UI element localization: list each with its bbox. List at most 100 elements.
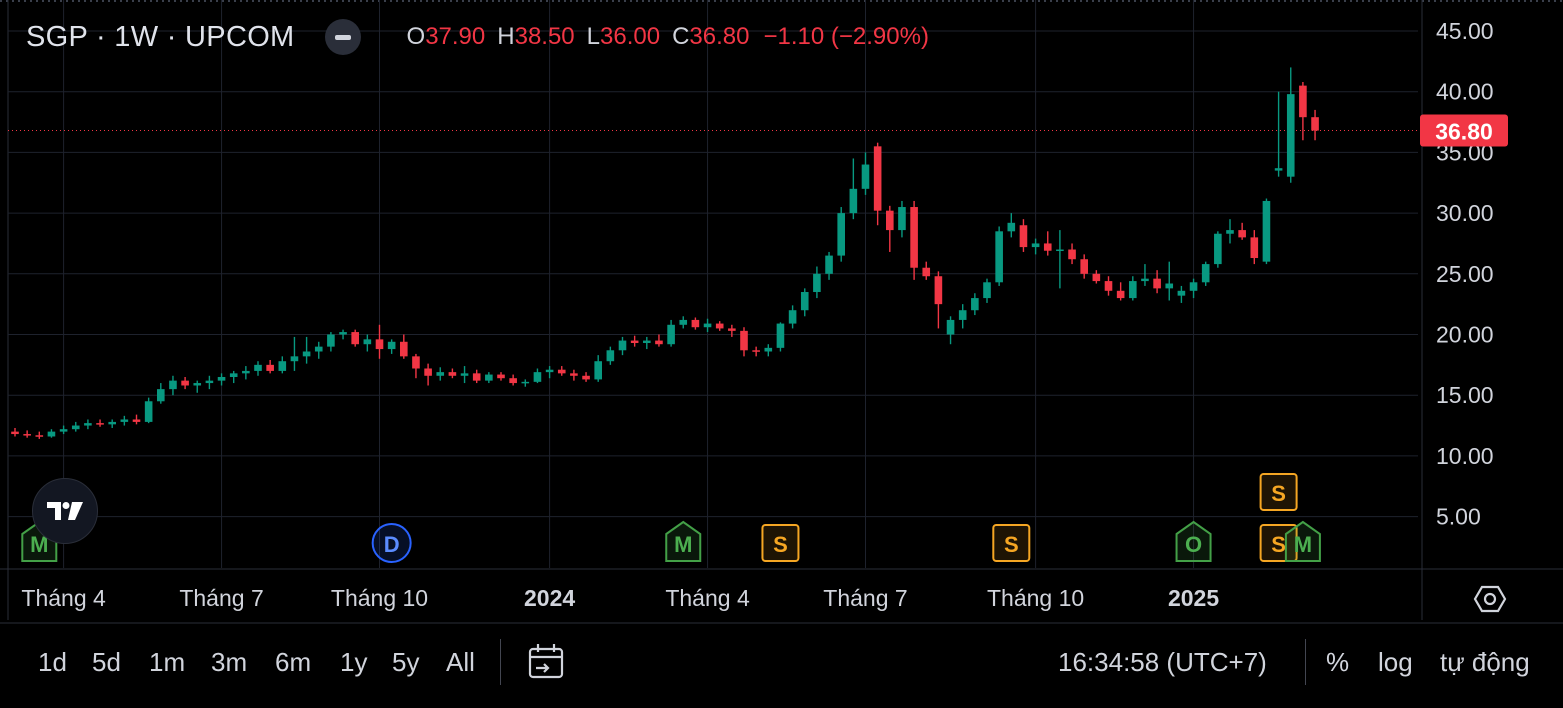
candle[interactable] (582, 372, 590, 382)
candle[interactable] (363, 334, 372, 352)
candle[interactable] (533, 368, 542, 384)
timeframe-1m[interactable]: 1m (149, 647, 186, 677)
candle[interactable] (71, 421, 80, 432)
candle[interactable] (400, 334, 408, 359)
timeframe-all[interactable]: All (446, 647, 475, 677)
candle[interactable] (667, 319, 675, 347)
candle[interactable] (290, 336, 299, 371)
candle[interactable] (1214, 231, 1222, 268)
candle[interactable] (606, 346, 615, 365)
candle[interactable] (1238, 222, 1246, 240)
candle[interactable] (1104, 276, 1113, 296)
event-marker[interactable]: D (371, 523, 412, 563)
candle[interactable] (1311, 109, 1319, 141)
candle[interactable] (314, 341, 323, 359)
candle[interactable] (703, 318, 712, 333)
candle[interactable] (861, 152, 870, 195)
candle[interactable] (108, 419, 116, 428)
candle[interactable] (84, 419, 92, 430)
candle[interactable] (509, 374, 517, 386)
event-marker[interactable]: S (1259, 473, 1298, 511)
candle[interactable] (873, 142, 882, 226)
candle[interactable] (886, 205, 894, 252)
candle[interactable] (1092, 270, 1101, 284)
event-marker[interactable]: S (761, 524, 800, 562)
candle[interactable] (327, 332, 335, 352)
candle[interactable] (278, 356, 287, 374)
candle[interactable] (120, 415, 129, 426)
candle[interactable] (424, 363, 432, 386)
candle[interactable] (922, 261, 931, 280)
candle[interactable] (375, 324, 384, 359)
candle[interactable] (1177, 285, 1186, 303)
candle[interactable] (1189, 278, 1198, 299)
candle[interactable] (752, 346, 760, 357)
candle[interactable] (1201, 261, 1210, 286)
symbol-title[interactable]: SGP · 1W · UPCOM (26, 20, 295, 53)
candle[interactable] (1080, 254, 1088, 279)
candle[interactable] (1031, 238, 1040, 255)
event-marker[interactable]: M (1284, 520, 1321, 562)
candle[interactable] (485, 372, 493, 384)
candle[interactable] (728, 324, 736, 337)
candle[interactable] (1250, 230, 1259, 265)
candle[interactable] (679, 316, 688, 329)
event-marker[interactable]: S (992, 524, 1031, 562)
candle[interactable] (169, 375, 177, 396)
candle[interactable] (47, 429, 56, 438)
candle[interactable] (96, 419, 104, 427)
candle[interactable] (1262, 198, 1271, 265)
candle[interactable] (1043, 231, 1052, 256)
candle[interactable] (618, 336, 627, 356)
candle[interactable] (788, 305, 797, 329)
collapse-legend-button[interactable] (324, 19, 361, 55)
candle[interactable] (813, 266, 821, 299)
candle[interactable] (497, 372, 505, 381)
candle[interactable] (266, 359, 274, 374)
settings-hexagon-icon[interactable] (1473, 583, 1507, 615)
candle[interactable] (132, 414, 141, 425)
candle[interactable] (1165, 261, 1174, 301)
candle[interactable] (740, 327, 748, 357)
candle[interactable] (1299, 81, 1307, 141)
candle[interactable] (472, 369, 481, 384)
candle[interactable] (351, 329, 359, 347)
candle[interactable] (1068, 243, 1076, 265)
candle[interactable] (995, 226, 1003, 286)
candle[interactable] (825, 251, 833, 280)
calendar-goto-icon[interactable] (526, 641, 566, 681)
candle[interactable] (448, 368, 457, 379)
clock-timezone[interactable]: 16:34:58 (UTC+7) (1058, 647, 1267, 677)
candle[interactable] (205, 375, 214, 390)
auto-scale-button[interactable]: tự động (1440, 647, 1530, 677)
tradingview-logo-icon[interactable] (32, 478, 98, 544)
candle[interactable] (23, 430, 31, 438)
candle[interactable] (412, 353, 420, 379)
candle[interactable] (1019, 219, 1028, 252)
timeframe-5d[interactable]: 5d (92, 647, 121, 677)
event-marker[interactable]: M (665, 520, 702, 562)
candle[interactable] (776, 322, 785, 352)
candle[interactable] (691, 317, 700, 330)
candle[interactable] (983, 278, 991, 303)
candle[interactable] (436, 367, 445, 381)
candle[interactable] (643, 336, 651, 350)
candle[interactable] (630, 335, 639, 347)
candle[interactable] (800, 288, 809, 317)
percent-scale-button[interactable]: % (1326, 647, 1350, 677)
timeframe-5y[interactable]: 5y (392, 647, 420, 677)
candle[interactable] (655, 334, 663, 347)
candle[interactable] (59, 425, 68, 435)
candle[interactable] (557, 366, 566, 376)
candle[interactable] (1129, 276, 1137, 301)
candle[interactable] (1286, 67, 1295, 183)
candle[interactable] (302, 336, 311, 364)
candle[interactable] (764, 344, 773, 357)
candle[interactable] (946, 316, 955, 345)
candle[interactable] (1153, 270, 1161, 294)
candle[interactable] (11, 427, 19, 437)
timeframe-1d[interactable]: 1d (38, 647, 67, 677)
candle[interactable] (570, 369, 578, 381)
timeframe-3m[interactable]: 3m (211, 647, 248, 677)
